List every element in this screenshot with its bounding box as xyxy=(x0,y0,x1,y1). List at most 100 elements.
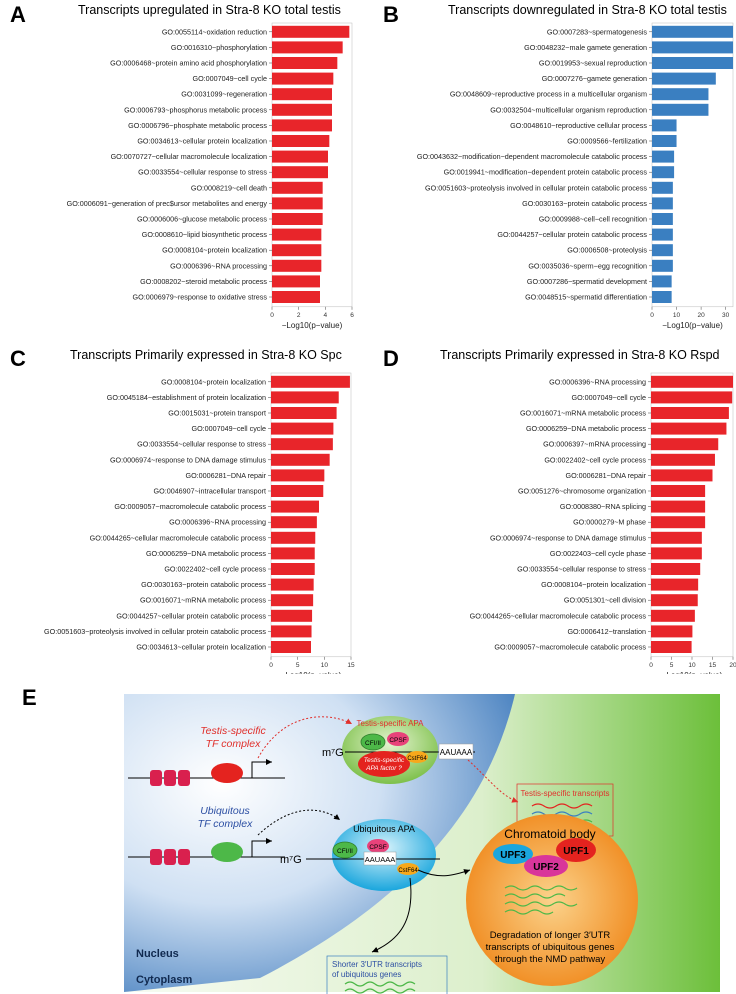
panel-letter-e: E xyxy=(22,685,37,710)
category-label: GO:0022403~cell cycle phase xyxy=(550,549,646,558)
category-label: GO:0043632~modification−dependent macrom… xyxy=(417,152,648,161)
category-label: GO:0006281~DNA repair xyxy=(565,471,646,480)
category-label: GO:0006006~glucose metabolic process xyxy=(137,215,267,224)
bar xyxy=(651,453,715,466)
x-tick-label: 0 xyxy=(649,662,653,669)
category-label: GO:0044257~cellular protein catabolic pr… xyxy=(116,611,266,620)
category-label: GO:0044265~cellular macromolecule catabo… xyxy=(90,533,267,542)
chart-title-a: Transcripts upregulated in Stra-8 KO tot… xyxy=(78,3,341,17)
upf3-label: UPF3 xyxy=(500,850,526,861)
bar xyxy=(272,57,338,69)
category-label: GO:0009566~fertilization xyxy=(567,137,647,146)
bar xyxy=(272,150,328,163)
bar xyxy=(651,609,695,622)
category-label: GO:0006412~translation xyxy=(567,627,646,636)
category-label: GO:0008104~protein localization xyxy=(162,246,267,255)
category-label: GO:0019953~sexual reproduction xyxy=(539,59,647,68)
bar xyxy=(651,641,692,653)
panel-letter-a: A xyxy=(10,2,26,27)
category-label: GO:0006974~response to DNA damage stimul… xyxy=(110,455,266,464)
x-tick-label: 10 xyxy=(321,662,329,669)
bar xyxy=(272,41,343,54)
bar xyxy=(272,244,322,257)
category-label: GO:0006259~DNA metabolic process xyxy=(526,424,646,433)
m7g-cap-label-2: m⁷G xyxy=(280,854,302,866)
bar xyxy=(272,213,323,225)
category-label: GO:0007049~cell cycle xyxy=(192,74,267,83)
ubiquitous-tf-complex xyxy=(211,842,243,862)
chart-panel-d: D Transcripts Primarily expressed in Str… xyxy=(368,344,736,674)
category-label: GO:0007049~cell cycle xyxy=(571,393,646,402)
category-label: GO:0048610~reproductive cellular process xyxy=(510,121,647,130)
testis-tf-label-2: TF complex xyxy=(206,738,261,750)
x-tick-label: 10 xyxy=(688,662,696,669)
bar xyxy=(651,422,727,435)
bar xyxy=(651,578,699,591)
shorter-utr-label-2: of ubiquitous genes xyxy=(332,970,401,979)
bar xyxy=(271,469,325,482)
ubiq-tf-label-2: TF complex xyxy=(198,818,253,830)
x-tick-label: 10 xyxy=(673,312,681,319)
panel-letter-b: B xyxy=(383,2,399,27)
chart-panel-b: B Transcripts downregulated in Stra-8 KO… xyxy=(368,0,736,330)
cfi-factor-2 xyxy=(332,841,358,859)
category-label: GO:0048515~spermatid differentiation xyxy=(525,293,647,302)
aauaaa-signal-1: AAUAAA xyxy=(440,748,473,757)
category-label: GO:0031099~regeneration xyxy=(181,90,267,99)
bar xyxy=(652,197,673,210)
category-label: GO:0008380~RNA splicing xyxy=(560,502,646,511)
bar xyxy=(271,516,317,529)
bar xyxy=(652,25,733,38)
category-label: GO:0051603~proteolysis involved in cellu… xyxy=(425,183,647,192)
category-label: GO:0016310~phosphorylation xyxy=(171,43,267,52)
category-label: GO:0008202~steroid metabolic process xyxy=(140,277,267,286)
category-label: GO:0009057~macromolecule catabolic proce… xyxy=(114,502,266,511)
nucleus-label: Nucleus xyxy=(136,948,179,960)
bar xyxy=(651,438,719,451)
bar xyxy=(651,594,698,607)
category-label: GO:0006468~protein amino acid phosphoryl… xyxy=(110,59,267,68)
bar xyxy=(652,259,673,272)
bar xyxy=(272,25,350,38)
cfi-label-1: CFI/II xyxy=(365,740,381,747)
testis-tf-complex xyxy=(211,763,243,783)
upf1-protein xyxy=(556,838,596,862)
category-label: GO:0006979~response to oxidative stress xyxy=(133,293,268,302)
category-label: GO:0008219~cell death xyxy=(191,183,267,192)
cstf64-factor-1 xyxy=(406,751,428,763)
ubiquitous-tf-row: Ubiquitous TF complex xyxy=(128,805,341,865)
bar xyxy=(651,500,706,513)
bar xyxy=(271,375,350,388)
category-label: GO:0015031~protein transport xyxy=(168,409,266,418)
category-label: GO:0009057~macromolecule catabolic proce… xyxy=(494,643,646,652)
degradation-label-3: through the NMD pathway xyxy=(495,954,606,965)
category-label: GO:0033554~cellular response to stress xyxy=(517,565,646,574)
category-label: GO:0033554~cellular response to stress xyxy=(138,168,267,177)
bar xyxy=(271,438,333,451)
bar xyxy=(652,72,716,85)
aauaaa-signal-2: AAUAAA xyxy=(365,855,395,864)
bar xyxy=(271,563,315,575)
category-label: GO:0008104~protein localization xyxy=(161,377,266,386)
x-axis-label: −Log10(p−value) xyxy=(662,321,723,330)
bar xyxy=(272,135,330,147)
category-label: GO:0030163~protein catabolic process xyxy=(141,580,266,589)
category-label: GO:0016071~mRNA metabolic process xyxy=(520,409,646,418)
upf1-label: UPF1 xyxy=(563,846,589,857)
x-tick-label: 0 xyxy=(650,312,654,319)
bar-chart-c: GO:0008104~protein localization GO:004518… xyxy=(44,372,355,674)
m7g-cap-label-1: m⁷G xyxy=(322,747,344,759)
category-label: GO:0035036~sperm−egg recognition xyxy=(528,261,647,270)
chart-panel-a: A Transcripts upregulated in Stra-8 KO t… xyxy=(0,0,368,330)
category-label: GO:0007276~gamete generation xyxy=(542,74,647,83)
bar xyxy=(272,119,332,132)
bar xyxy=(271,625,312,638)
cstf64-label-2: CstF64 xyxy=(398,868,418,874)
plot-area xyxy=(271,22,353,308)
x-tick-label: 0 xyxy=(269,662,273,669)
x-tick-label: 30 xyxy=(722,312,730,319)
category-label: GO:0006396~RNA processing xyxy=(170,261,267,270)
bar xyxy=(272,291,320,303)
category-label: GO:0019941~modification−dependent protei… xyxy=(444,168,648,177)
category-label: GO:0048232~male gamete generation xyxy=(524,43,647,52)
